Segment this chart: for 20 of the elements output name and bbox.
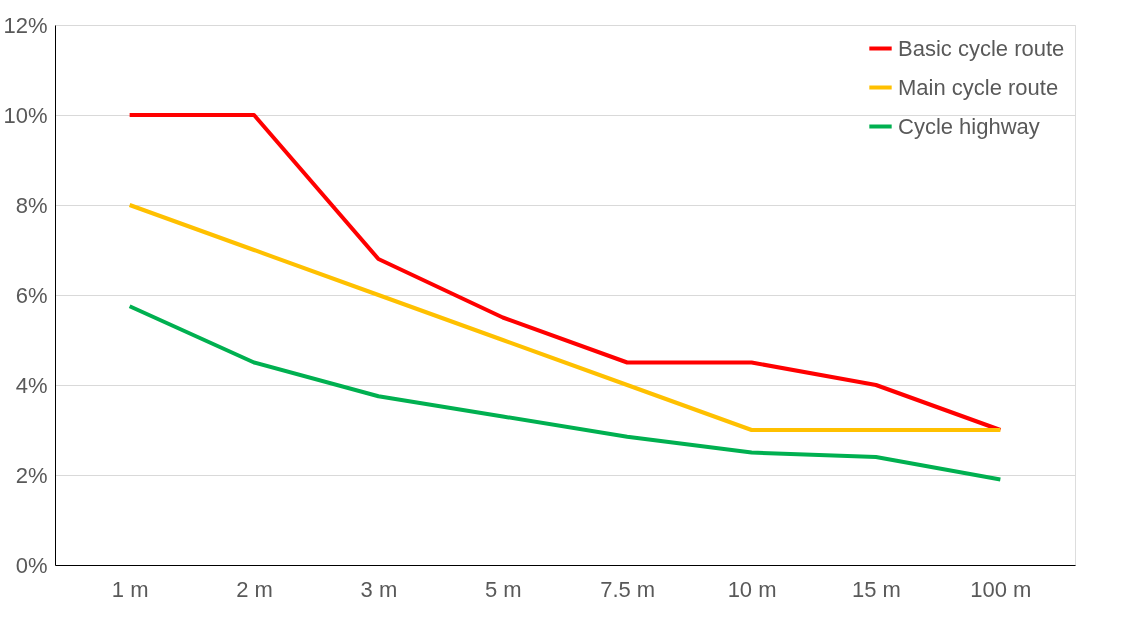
legend-label: Cycle highway <box>898 113 1040 139</box>
y-tick-label: 4% <box>15 372 48 398</box>
legend-label: Main cycle route <box>898 74 1059 100</box>
y-tick-label: 0% <box>15 552 48 578</box>
y-tick-label: 6% <box>15 282 48 308</box>
x-tick-label: 3 m <box>360 576 398 602</box>
x-tick-label: 7.5 m <box>600 576 656 602</box>
y-tick-label: 12% <box>3 12 48 38</box>
x-tick-label: 100 m <box>970 576 1032 602</box>
x-tick-label: 5 m <box>484 576 522 602</box>
x-tick-label: 15 m <box>852 576 901 602</box>
line-series <box>127 304 1003 482</box>
x-tick-label: 2 m <box>236 576 273 602</box>
y-tick-label: 10% <box>3 102 48 128</box>
legend-label: Basic cycle route <box>898 35 1065 61</box>
x-tick-label: 1 m <box>111 576 149 602</box>
line-series <box>127 203 1003 432</box>
y-tick-label: 8% <box>15 192 48 218</box>
y-tick-label: 2% <box>15 462 48 488</box>
x-tick-label: 10 m <box>727 576 777 602</box>
